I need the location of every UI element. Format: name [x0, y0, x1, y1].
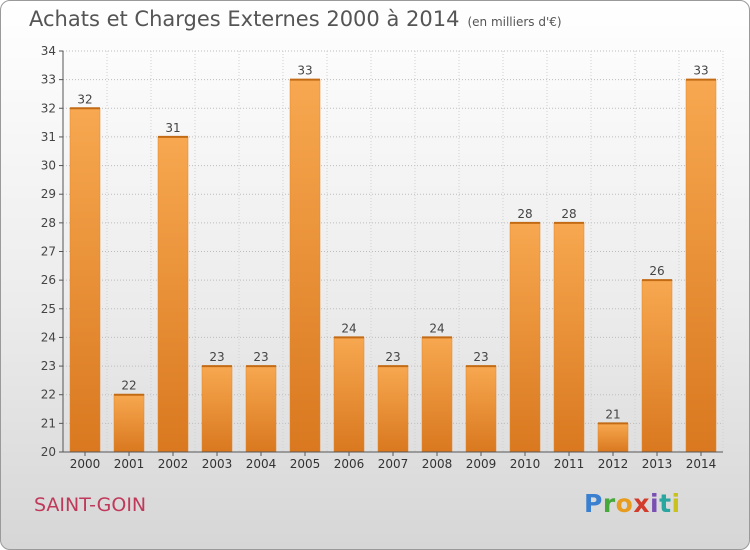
bar — [245, 365, 277, 453]
y-tick-label: 24 — [41, 330, 56, 344]
x-tick-label: 2010 — [510, 457, 541, 471]
x-tick-label: 2002 — [158, 457, 189, 471]
y-tick-label: 30 — [41, 159, 56, 173]
bar — [377, 365, 409, 453]
axes: 20 21 22 23 24 25 26 27 28 29 30 31 32 33 34 2000 2001 20… — [41, 44, 723, 471]
y-tick-label: 28 — [41, 216, 56, 230]
data-label: 23 — [385, 350, 400, 364]
bar — [421, 337, 453, 453]
data-label: 22 — [121, 379, 136, 393]
y-tick-label: 26 — [41, 273, 56, 287]
x-tick-label: 2012 — [598, 457, 629, 471]
data-label: 23 — [253, 350, 268, 364]
proxiti-logo: Proxiti — [584, 489, 681, 518]
y-tick-label: 21 — [41, 416, 56, 430]
y-tick-label: 25 — [41, 302, 56, 316]
y-tick-label: 29 — [41, 187, 56, 201]
x-tick-label: 2008 — [422, 457, 453, 471]
data-label: 31 — [165, 121, 180, 135]
bar — [553, 222, 585, 453]
x-tick-label: 2001 — [114, 457, 145, 471]
x-tick-label: 2000 — [70, 457, 101, 471]
chart-title: Achats et Charges Externes 2000 à 2014 (e… — [29, 7, 562, 31]
bar — [333, 337, 365, 453]
data-label: 32 — [77, 92, 92, 106]
bar — [465, 365, 497, 453]
x-tick-label: 2011 — [554, 457, 585, 471]
y-tick-label: 32 — [41, 101, 56, 115]
data-label: 23 — [209, 350, 224, 364]
y-tick-label: 20 — [41, 445, 56, 459]
x-tick-label: 2006 — [334, 457, 365, 471]
y-tick-label: 27 — [41, 245, 56, 259]
data-label: 28 — [561, 207, 576, 221]
y-tick-label: 23 — [41, 359, 56, 373]
y-tick-label: 22 — [41, 388, 56, 402]
x-tick-label: 2003 — [202, 457, 233, 471]
bar — [157, 136, 189, 453]
chart-title-main: Achats et Charges Externes 2000 à 2014 — [29, 7, 460, 31]
data-label: 33 — [693, 64, 708, 78]
bar — [641, 279, 673, 453]
bar — [685, 79, 717, 453]
bars: 32 22 31 23 23 33 24 23 24 23 28 28 21 26 33 — [69, 64, 717, 453]
chart-title-unit: (en milliers d'€) — [467, 15, 562, 29]
x-tick-label: 2014 — [686, 457, 717, 471]
y-tick-label: 33 — [41, 73, 56, 87]
data-label: 33 — [297, 64, 312, 78]
x-tick-label: 2005 — [290, 457, 321, 471]
bar — [201, 365, 233, 453]
y-tick-label: 34 — [41, 44, 56, 58]
y-tick-label: 31 — [41, 130, 56, 144]
x-tick-label: 2013 — [642, 457, 673, 471]
bar — [69, 108, 101, 453]
bar — [289, 79, 321, 453]
bar — [509, 222, 541, 453]
data-label: 28 — [517, 207, 532, 221]
data-label: 24 — [429, 321, 444, 335]
x-tick-label: 2007 — [378, 457, 409, 471]
town-name: SAINT-GOIN — [34, 494, 147, 516]
data-label: 21 — [605, 407, 620, 421]
data-label: 24 — [341, 321, 356, 335]
bar — [113, 394, 145, 453]
data-label: 23 — [473, 350, 488, 364]
bar — [597, 423, 629, 453]
data-label: 26 — [649, 264, 664, 278]
x-tick-label: 2009 — [466, 457, 497, 471]
x-tick-label: 2004 — [246, 457, 277, 471]
